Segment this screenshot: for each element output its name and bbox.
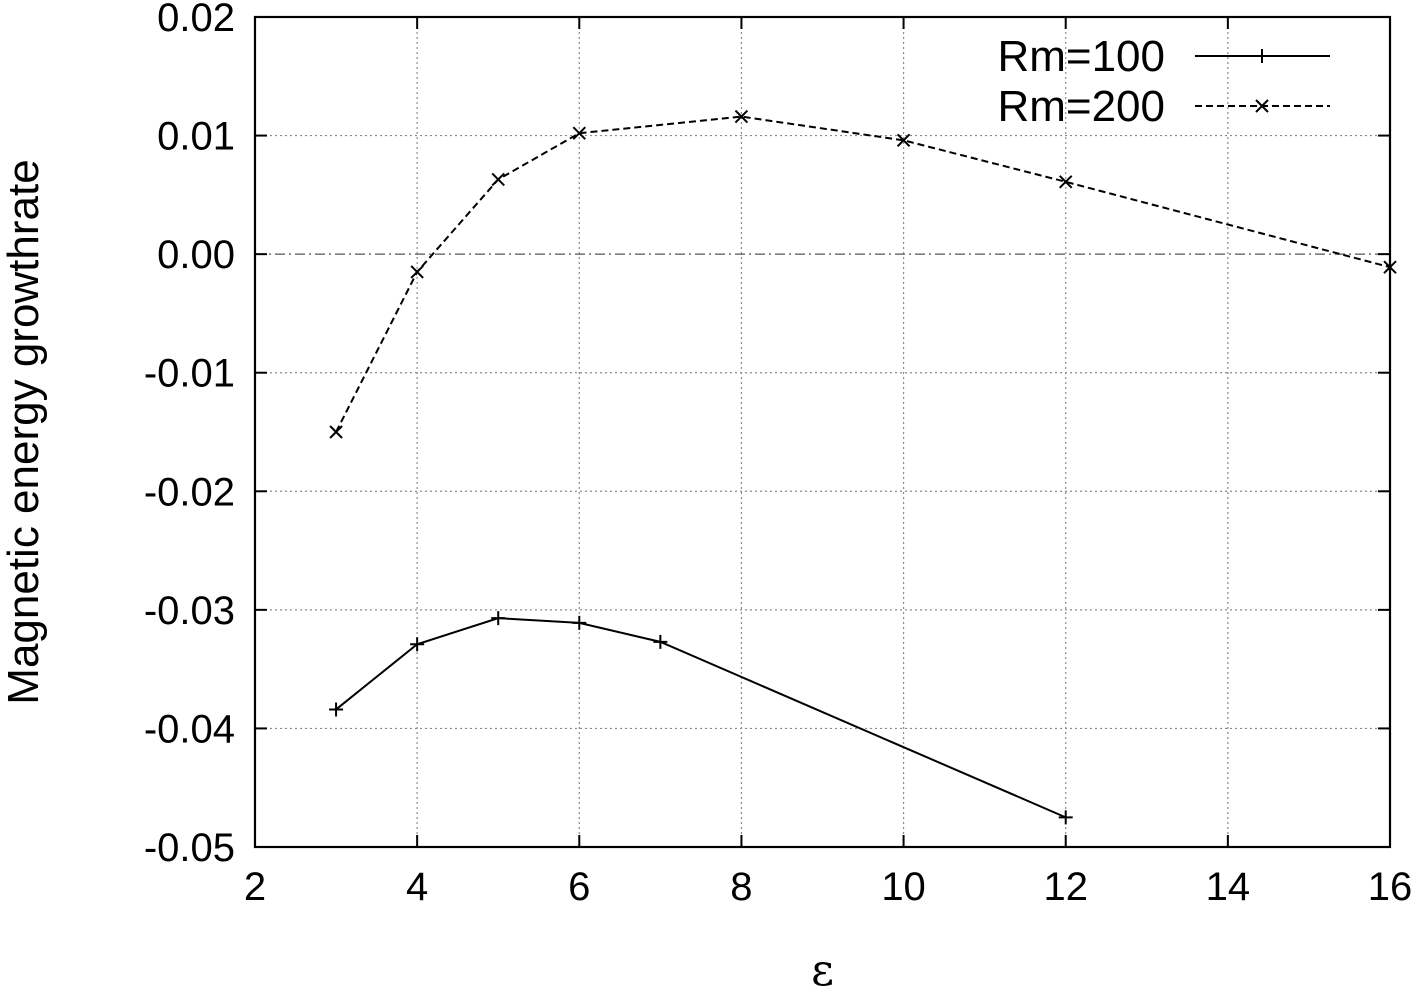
- legend-label: Rm=200: [997, 82, 1165, 131]
- y-tick-label: 0.01: [157, 115, 235, 159]
- series-1: [329, 611, 1073, 825]
- series-2: [329, 109, 1397, 439]
- x-tick-label: 14: [1206, 865, 1251, 909]
- data-point-marker: [491, 172, 505, 187]
- data-point-marker: [734, 109, 749, 124]
- data-point-marker: [1058, 810, 1073, 825]
- series-line: [335, 115, 1391, 433]
- x-tick-label: 10: [881, 865, 926, 909]
- data-series: [329, 109, 1397, 825]
- data-point-marker: [572, 615, 587, 630]
- y-tick-label: -0.01: [144, 352, 235, 396]
- x-axis-title: ε: [811, 945, 834, 990]
- data-point-marker: [410, 637, 425, 652]
- data-point-marker: [653, 634, 668, 649]
- data-point-marker: [1255, 99, 1269, 113]
- y-tick-label: -0.02: [144, 470, 235, 514]
- y-tick-label: -0.05: [144, 826, 235, 870]
- data-point-marker: [491, 611, 506, 626]
- data-point-marker: [1255, 49, 1269, 63]
- data-point-marker: [572, 126, 586, 140]
- x-tick-label: 2: [244, 865, 266, 909]
- series-line: [335, 617, 1067, 819]
- plot-frame: [253, 15, 1392, 849]
- y-tick-label: -0.03: [144, 589, 235, 633]
- x-tick-label: 8: [730, 865, 752, 909]
- y-tick-label: 0.02: [157, 0, 235, 40]
- y-tick-label: -0.04: [144, 707, 235, 751]
- y-tick-label: 0.00: [157, 233, 235, 277]
- x-tick-label: 6: [568, 865, 590, 909]
- data-point-marker: [329, 702, 344, 717]
- grid-lines: [255, 17, 1390, 847]
- x-tick-label: 12: [1043, 865, 1088, 909]
- data-point-marker: [1059, 175, 1073, 189]
- x-tick-label: 4: [406, 865, 428, 909]
- data-point-marker: [329, 425, 343, 439]
- data-point-marker: [896, 133, 911, 148]
- legend-label: Rm=100: [997, 32, 1165, 81]
- y-tick-labels: -0.05 -0.04 -0.03 -0.02 -0.01 0.00 0.01 0.02: [144, 0, 235, 870]
- axis-ticks: [254, 16, 1391, 848]
- x-tick-labels: 2 4 6 8 10 12 14 16: [244, 865, 1412, 909]
- data-point-marker: [410, 265, 424, 279]
- y-axis-title: Magnetic energy growthrate: [0, 159, 48, 704]
- x-tick-label: 16: [1368, 865, 1413, 909]
